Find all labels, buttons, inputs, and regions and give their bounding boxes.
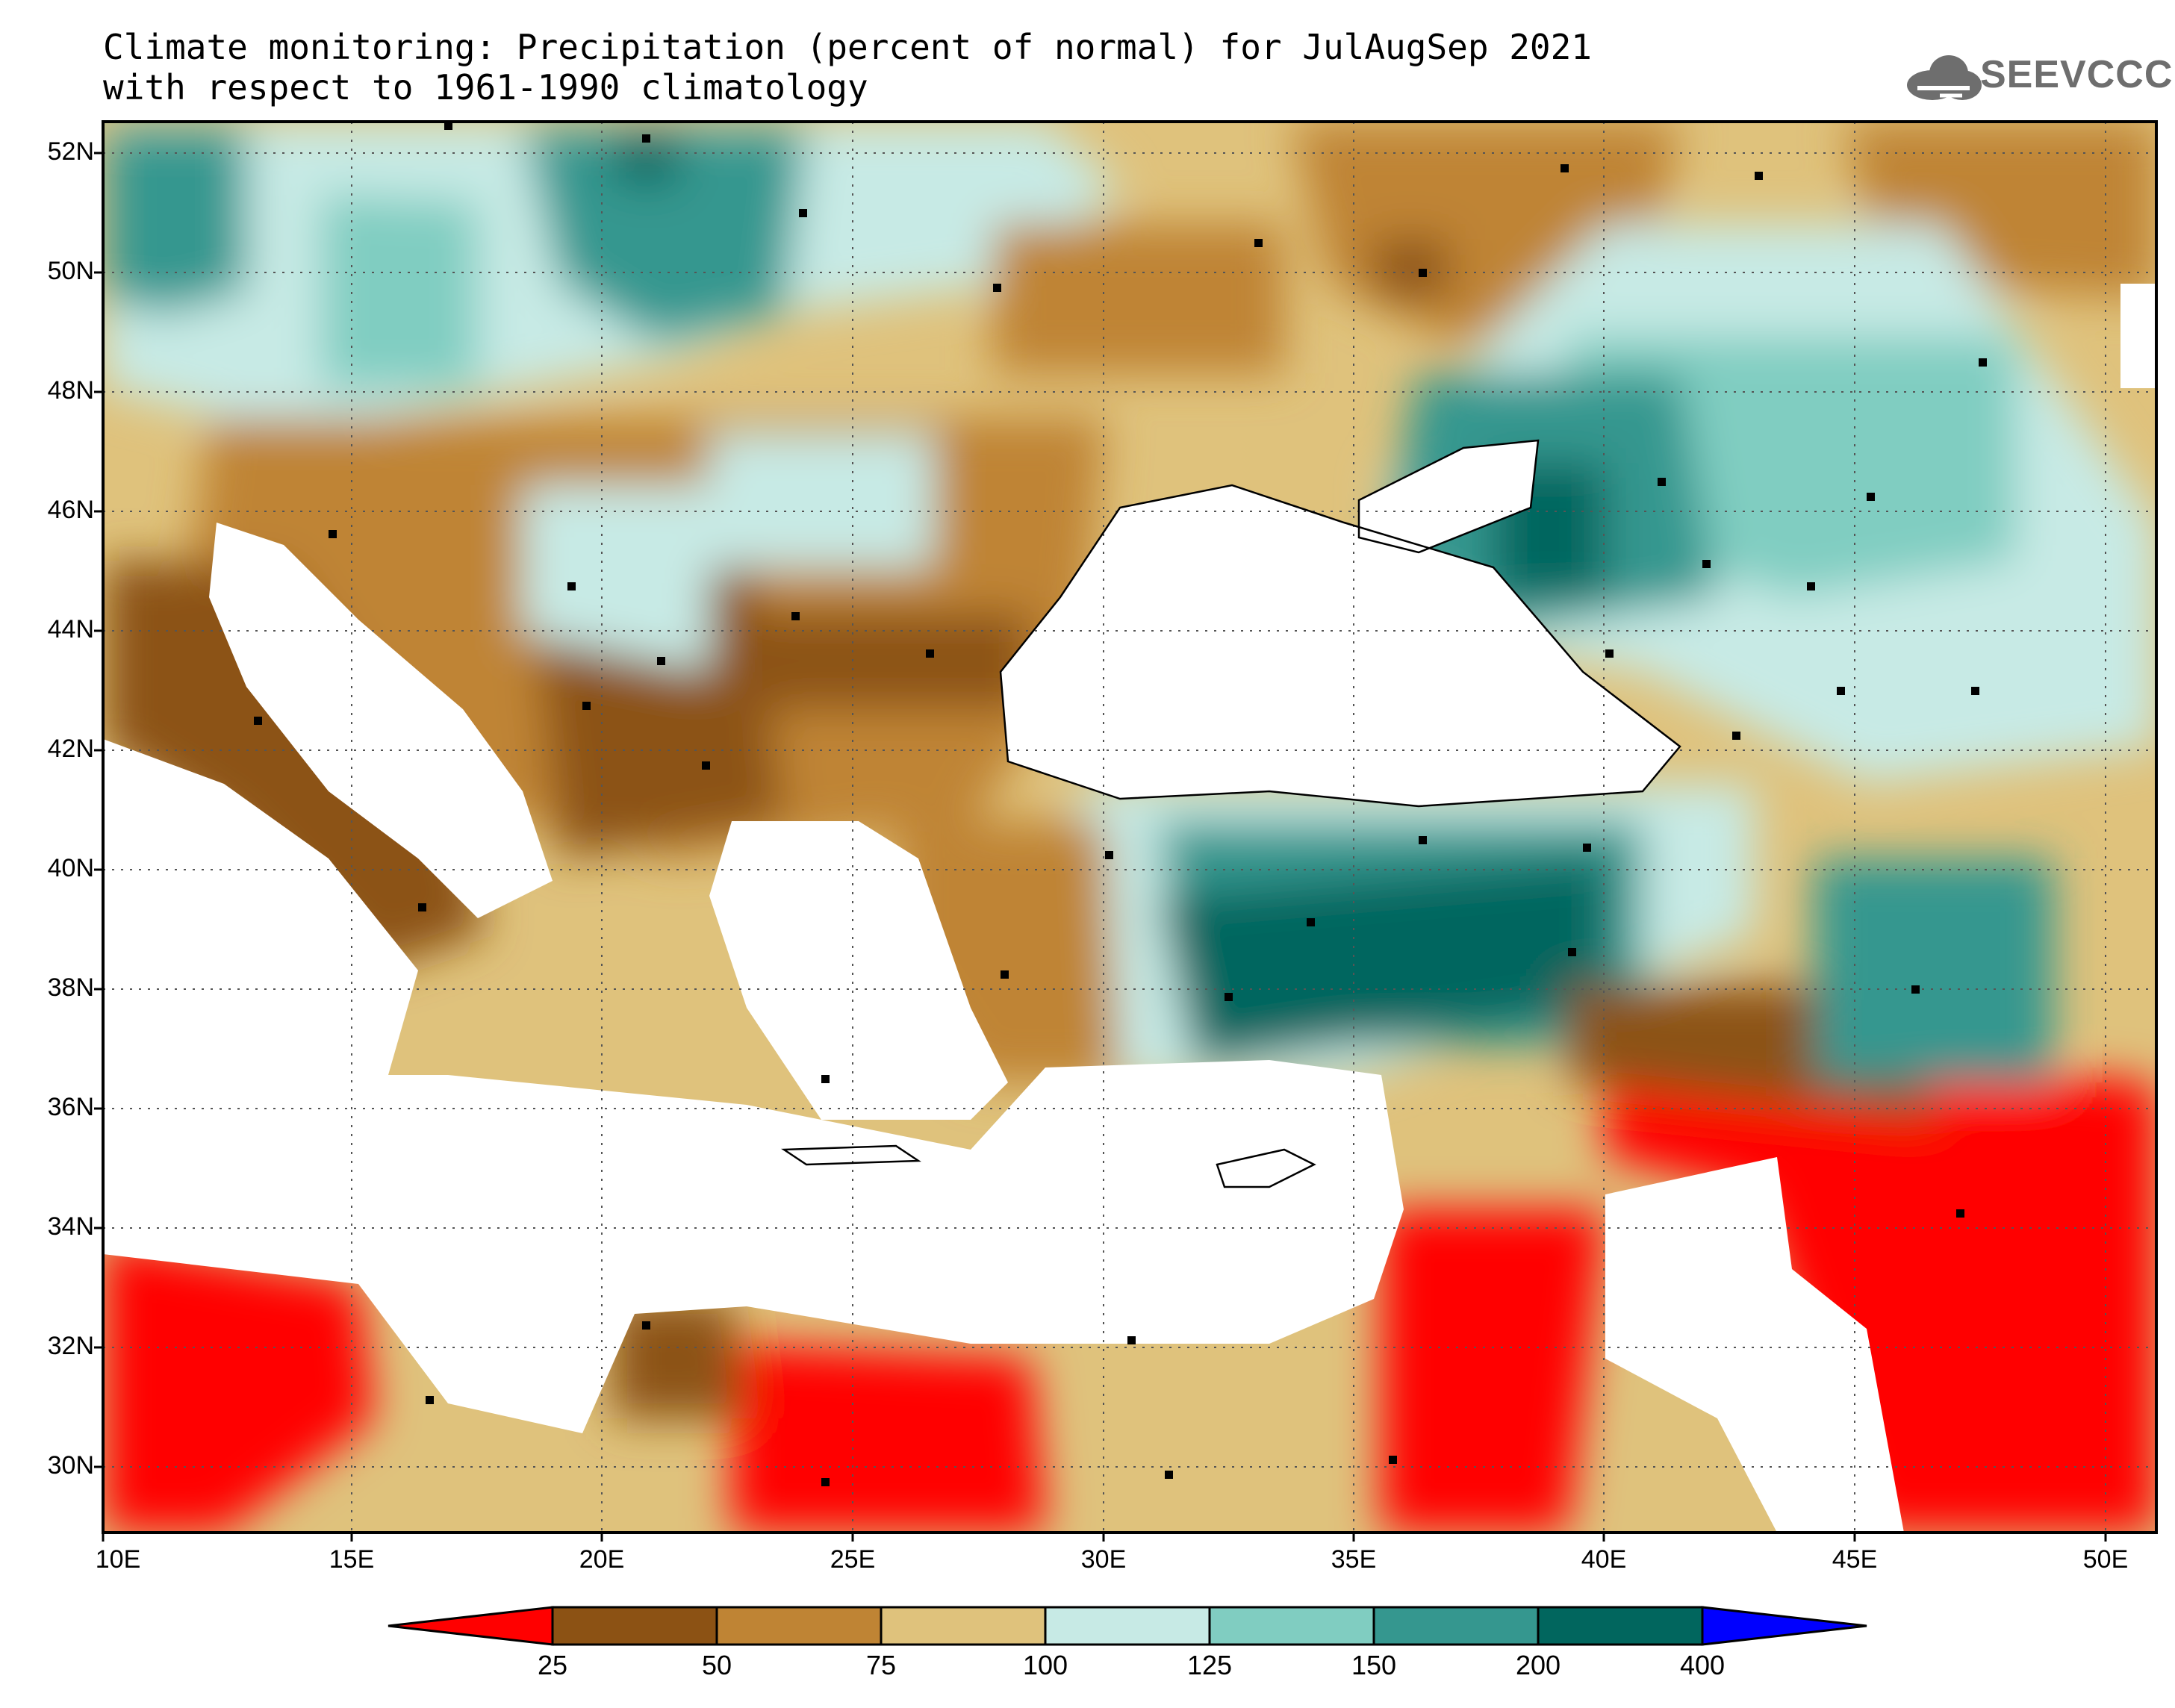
lat-label-42n: 42N [47,735,94,763]
colorbar-label-200: 200 [1515,1650,1561,1680]
field-libya-red [103,1239,373,1533]
lat-label-48n: 48N [47,376,94,405]
lat-label-40n: 40N [47,854,94,882]
field-ne-dark [1374,239,1449,299]
colorbar-label-100: 100 [1022,1650,1068,1680]
colorbar-high-arrow [1701,1606,1867,1646]
tyrrhenian-sea [103,739,418,1082]
lon-label-30e: 30E [1080,1545,1127,1574]
field-nw-dark [612,127,687,187]
lon-label-10e: 10E [95,1545,141,1574]
lon-label-20e: 20E [579,1545,625,1574]
field-nw-light [321,194,478,388]
lon-label-25e: 25E [830,1545,876,1574]
crimea-coast [1357,439,1540,554]
logo-text: SEEVCCC [1980,53,2174,96]
crimea [1359,440,1538,552]
station-markers [254,122,1987,1486]
field-egypt-red [732,1344,1045,1533]
field-balkan-light [523,485,709,672]
black-sea-coast [999,484,1681,808]
lat-label-34n: 34N [47,1212,94,1241]
field-nw-mid [105,127,246,314]
lat-label-52n: 52N [47,137,94,166]
grid-lines [103,122,2156,1533]
colorbar-low-arrow [388,1606,554,1646]
colorbar-label-125: 125 [1186,1650,1233,1680]
field-balkan-dark2 [732,612,1030,709]
missing-ne-corner [2120,284,2156,388]
lon-label-15e: 15E [329,1545,375,1574]
field-nw-mid2 [523,127,806,343]
colorbar-label-150: 150 [1351,1650,1397,1680]
sea-mask [103,284,2156,1533]
lat-label-38n: 38N [47,973,94,1002]
lat-label-30n: 30N [47,1451,94,1480]
colorbar-label-25: 25 [537,1650,568,1680]
cyprus-coast [1216,1148,1316,1188]
lat-label-32n: 32N [47,1332,94,1360]
chart-title-line1: Climate monitoring: Precipitation (perce… [103,27,1592,67]
crete-coast [781,1144,921,1166]
lat-label-44n: 44N [47,615,94,643]
lat-label-46n: 46N [47,496,94,524]
field-italy-brown [105,560,485,970]
lon-label-35e: 35E [1331,1545,1377,1574]
colorbar-label-75: 75 [865,1650,897,1680]
field-levant-red [1381,1209,1605,1533]
field-ne-brown3 [993,224,1284,373]
adriatic-sea [209,523,553,918]
aegean-sea [709,821,1008,1120]
field-turkey-dark [1157,858,1605,1068]
missing-east-desert [1605,1157,1904,1533]
cloud-icon [1907,55,1982,100]
colorbar-label-50: 50 [701,1650,732,1680]
lat-label-36n: 36N [47,1093,94,1121]
lat-label-50n: 50N [47,257,94,285]
field-balkan-light2 [709,433,933,567]
tick-marks [94,152,2107,1542]
colorbar-label-400: 400 [1679,1650,1726,1680]
lon-label-40e: 40E [1581,1545,1627,1574]
colorbar [388,1606,1867,1646]
mediterranean-sea [103,1060,1404,1433]
map-frame [102,120,2158,1534]
lon-label-45e: 45E [1832,1545,1878,1574]
field-ne-iraq-teal [1814,858,2053,1082]
black-sea [1001,485,1680,806]
chart-title-line2: with respect to 1961-1990 climatology [103,67,868,107]
lon-label-50e: 50E [2082,1545,2129,1574]
coastlines [781,439,1681,1188]
